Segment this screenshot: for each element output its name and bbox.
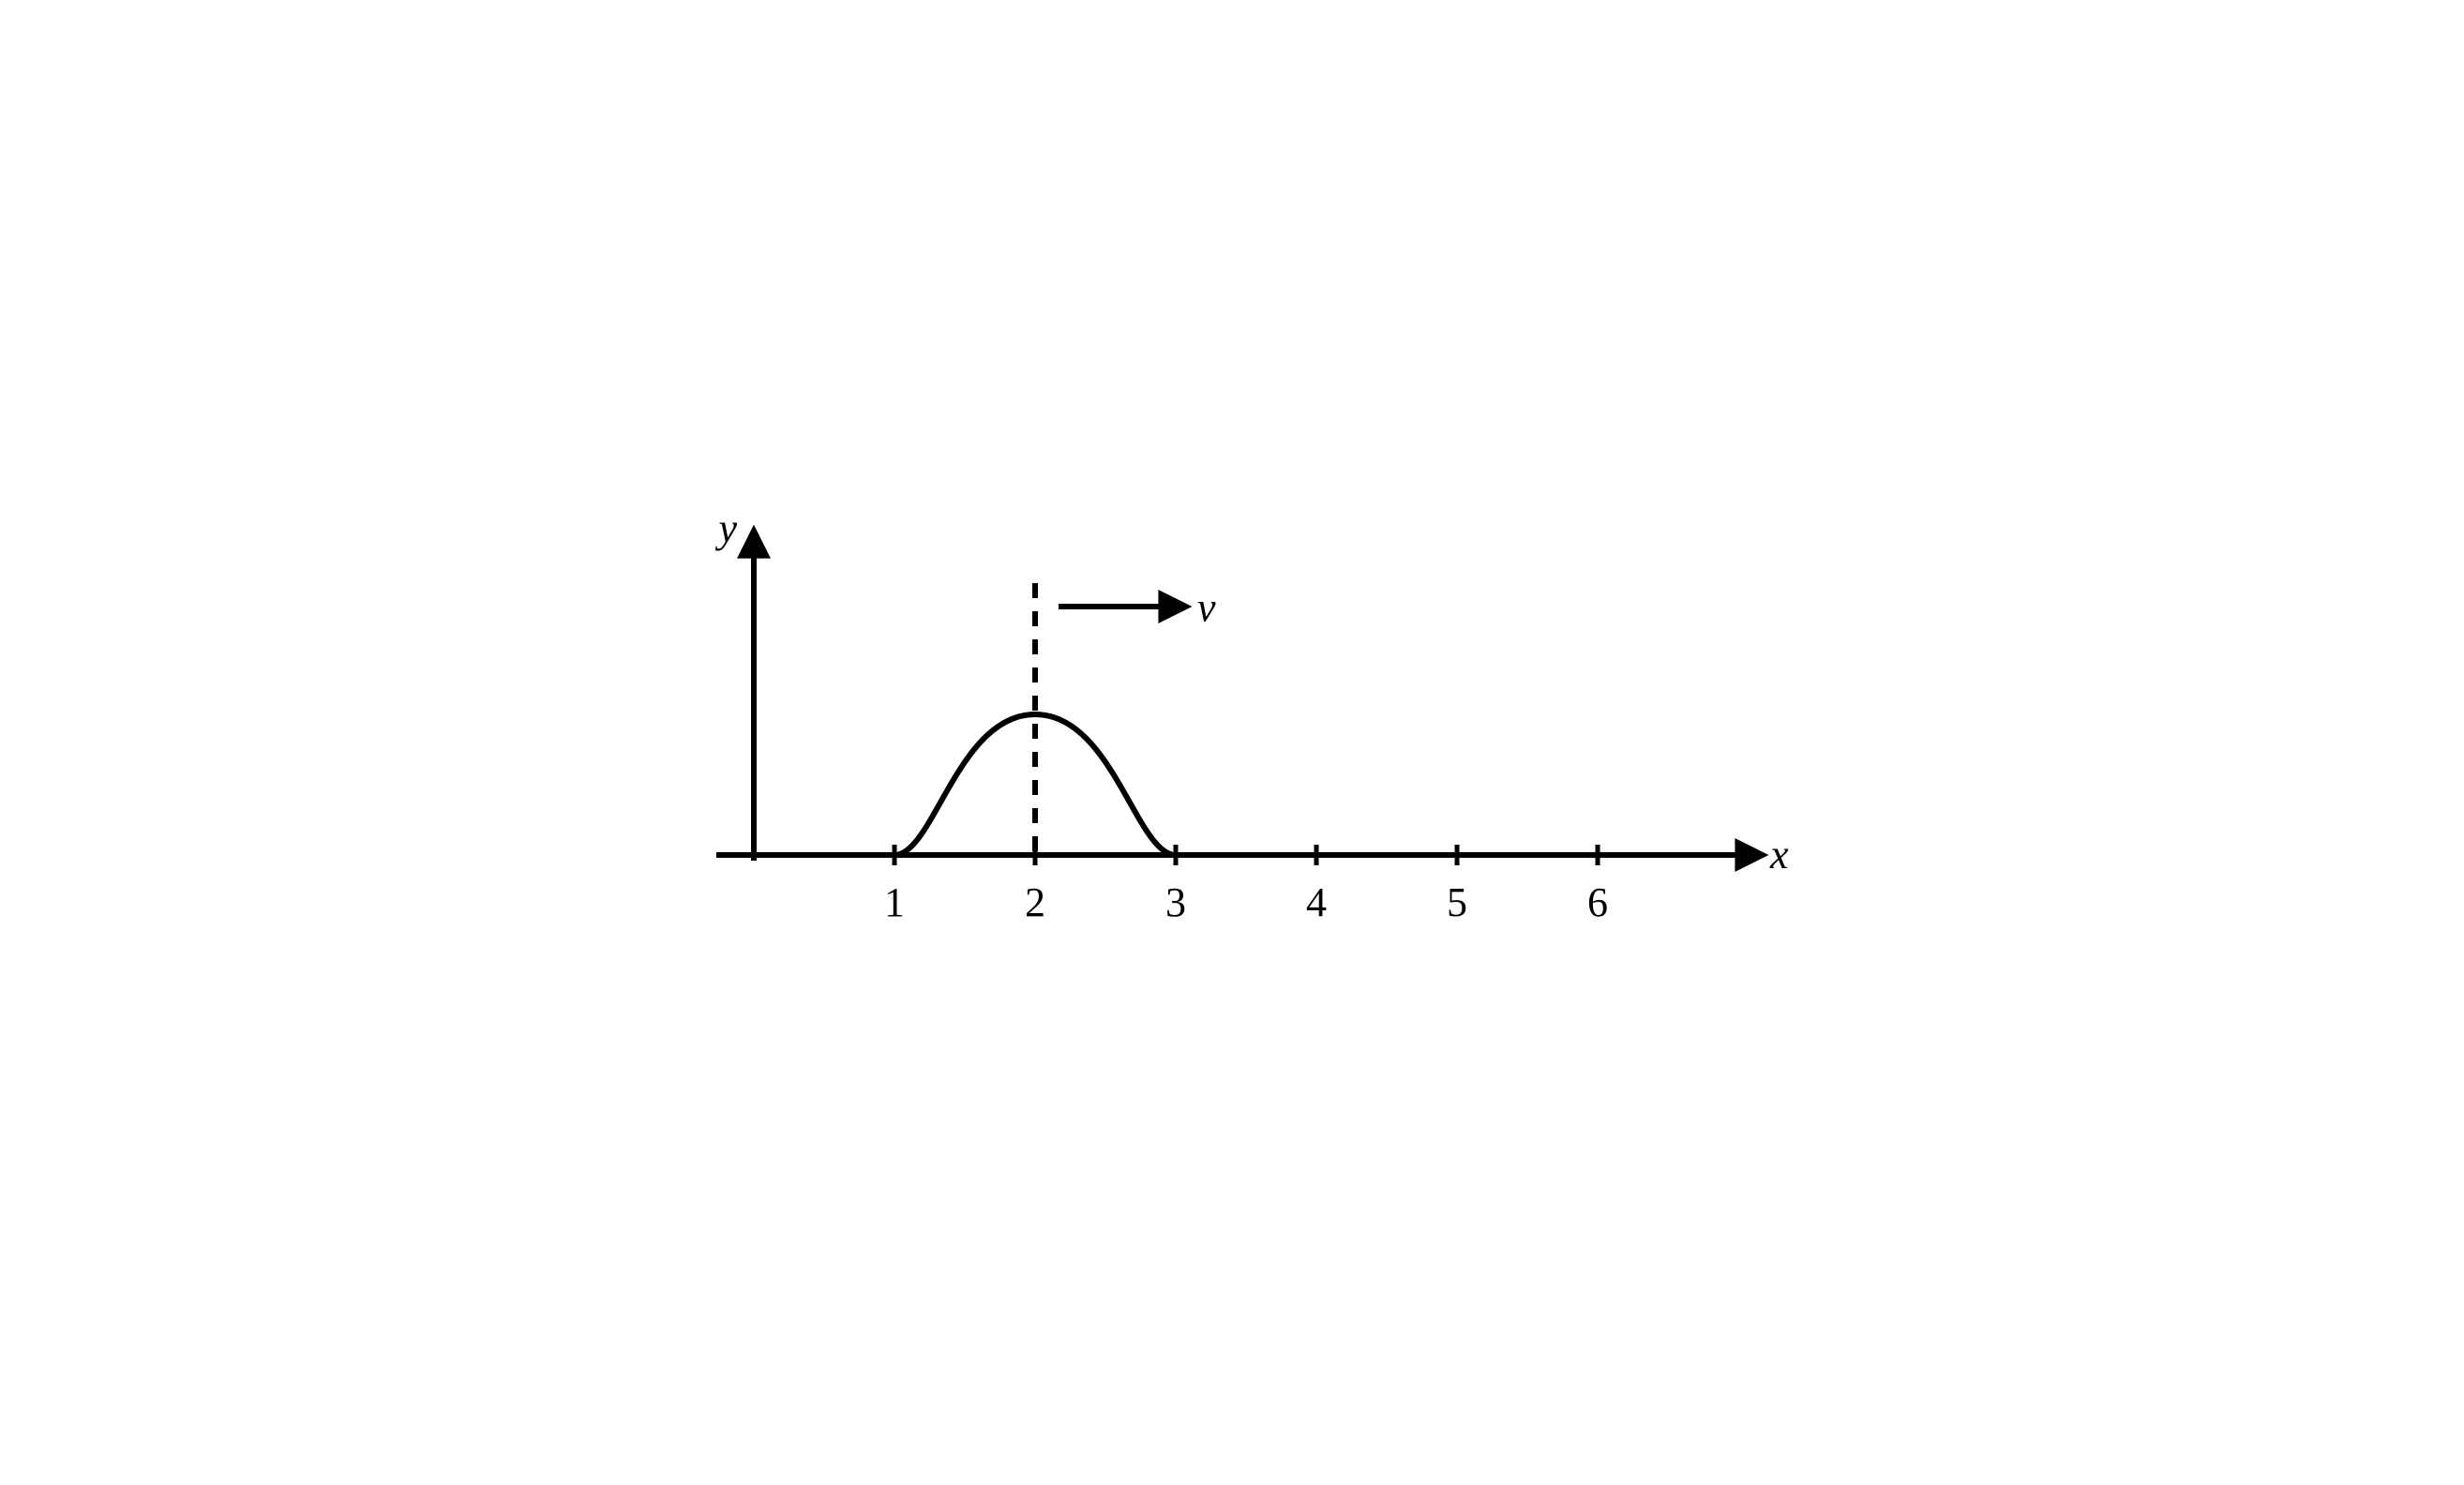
x-axis-label: x (m) [1769,832,1795,878]
velocity-label: v [1197,584,1216,630]
x-tick-label: 6 [1587,879,1608,925]
wave-pulse-chart: y x (m) 1 2 3 4 5 6 v [669,480,1795,1005]
x-tick-label: 3 [1165,879,1186,925]
chart-svg: y x (m) 1 2 3 4 5 6 v [669,480,1795,1005]
x-tick-label: 1 [884,879,905,925]
x-tick-label: 2 [1025,879,1045,925]
y-axis-label: y [714,505,737,551]
x-tick-label: 5 [1447,879,1467,925]
x-tick-label: 4 [1306,879,1327,925]
